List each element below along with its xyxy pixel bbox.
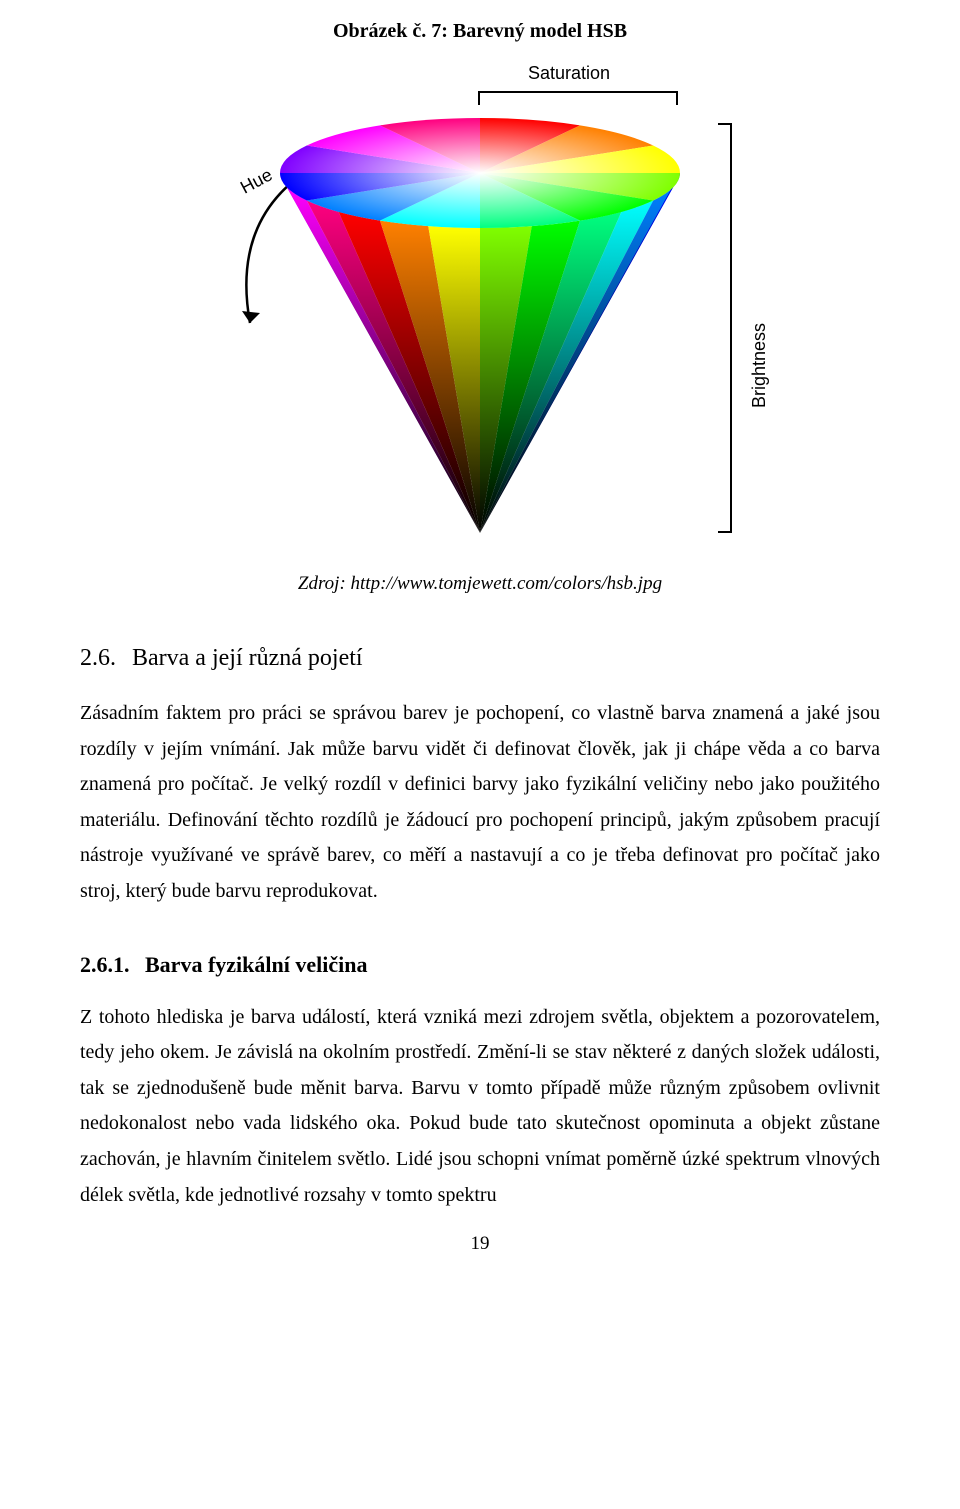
- brightness-label: Brightness: [749, 323, 770, 408]
- saturation-label: Saturation: [528, 63, 610, 84]
- brightness-bracket: [718, 123, 732, 533]
- section-2-6-paragraph: Zásadním faktem pro práci se správou bar…: [80, 696, 880, 910]
- hsb-figure: Hue Saturation Brightness: [200, 63, 760, 543]
- figure-caption: Zdroj: http://www.tomjewett.com/colors/h…: [80, 573, 880, 595]
- hsb-cone: [280, 103, 680, 543]
- cone-center-white: [280, 118, 680, 228]
- section-2-6-1-title: Barva fyzikální veličina: [145, 952, 367, 977]
- section-2-6-1-heading: 2.6.1. Barva fyzikální veličina: [80, 952, 880, 978]
- section-2-6-title: Barva a její různá pojetí: [132, 645, 363, 671]
- section-2-6-heading: 2.6. Barva a její různá pojetí: [80, 645, 880, 672]
- page-number: 19: [80, 1233, 880, 1255]
- section-2-6-number: 2.6.: [80, 645, 116, 671]
- figure-title: Obrázek č. 7: Barevný model HSB: [80, 20, 880, 43]
- section-2-6-1-paragraph: Z tohoto hlediska je barva událostí, kte…: [80, 1000, 880, 1214]
- section-2-6-1-number: 2.6.1.: [80, 952, 130, 977]
